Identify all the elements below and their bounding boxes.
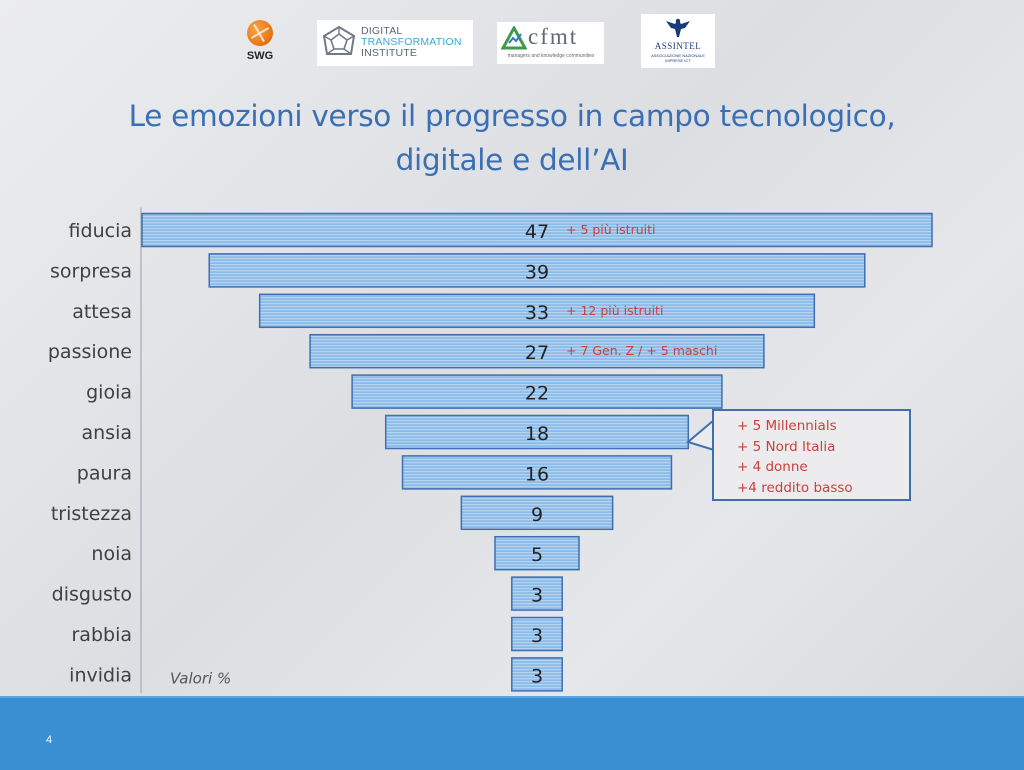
category-label-ansia: ansia	[81, 422, 132, 444]
value-label-noia: 5	[531, 544, 543, 566]
cfmt-triangle-icon	[501, 26, 527, 50]
assintel-logo-subtitle: ASSOCIAZIONE NAZIONALE IMPRESE ICT	[651, 53, 705, 63]
bar-attesa	[258, 293, 816, 329]
value-label-gioia: 22	[525, 383, 549, 405]
digital-transformation-institute-logo: DIGITAL TRANSFORMATION INSTITUTE	[317, 20, 473, 66]
ansia-callout-box: + 5 Millennials + 5 Nord Italia + 4 donn…	[712, 409, 911, 501]
value-label-paura: 16	[525, 463, 549, 485]
category-label-paura: paura	[77, 462, 132, 484]
footer-bar: 4	[0, 696, 1024, 770]
category-label-passione: passione	[48, 341, 132, 363]
category-label-noia: noia	[91, 543, 132, 565]
value-label-rabbia: 3	[531, 625, 543, 647]
annotation-passione: + 7 Gen. Z / + 5 maschi	[566, 343, 717, 358]
value-label-disgusto: 3	[531, 585, 543, 607]
bar-passione	[309, 333, 765, 369]
swg-logo: SWG	[240, 20, 280, 66]
bar-disgusto	[511, 576, 563, 611]
values-unit-note: Valori %	[170, 669, 231, 687]
dti-line3: INSTITUTE	[361, 47, 418, 59]
annotation-attesa: + 12 più istruiti	[566, 303, 663, 318]
value-label-passione: 27	[525, 342, 549, 364]
value-label-attesa: 33	[525, 302, 549, 324]
assintel-logo: ASSINTEL ASSOCIAZIONE NAZIONALE IMPRESE …	[641, 14, 715, 68]
bar-ansia	[384, 414, 690, 450]
bar-paura	[401, 455, 673, 490]
bar-sorpresa	[208, 253, 866, 288]
slide-title: Le emozioni verso il progresso in campo …	[0, 94, 1024, 182]
category-label-fiducia: fiducia	[69, 220, 132, 242]
category-label-gioia: gioia	[86, 382, 132, 404]
callout-line: + 5 Nord Italia	[737, 438, 836, 455]
category-label-attesa: attesa	[72, 301, 132, 323]
callout-pointer	[685, 419, 715, 451]
cfmt-logo-subtitle: managers and knowledge communities	[507, 53, 595, 59]
value-label-invidia: 3	[531, 665, 543, 687]
page-number: 4	[46, 734, 53, 746]
callout-line: +4 reddito basso	[737, 479, 853, 496]
value-label-sorpresa: 39	[525, 261, 549, 283]
value-label-fiducia: 47	[525, 221, 549, 243]
cfmt-logo: cfmt managers and knowledge communities	[497, 22, 604, 64]
dti-line2: TRANSFORMATION	[361, 36, 462, 48]
category-label-tristezza: tristezza	[51, 503, 132, 525]
value-label-tristezza: 9	[531, 504, 543, 526]
bar-rabbia	[511, 616, 563, 652]
dti-logo-text: DIGITAL TRANSFORMATION INSTITUTE	[361, 26, 462, 59]
category-label-disgusto: disgusto	[52, 584, 132, 606]
slide-title-line2: digitale e dell’AI	[395, 143, 629, 177]
swg-ball-icon	[247, 20, 273, 46]
annotation-fiducia: + 5 più istruiti	[566, 222, 655, 237]
category-label-rabbia: rabbia	[72, 624, 133, 646]
category-label-invidia: invidia	[69, 664, 132, 686]
slide-title-line1: Le emozioni verso il progresso in campo …	[128, 99, 896, 133]
dti-line1: DIGITAL	[361, 25, 403, 37]
value-label-ansia: 18	[525, 423, 549, 445]
dodecahedron-icon	[322, 25, 356, 55]
bar-fiducia	[141, 212, 933, 248]
bar-tristezza	[460, 495, 614, 531]
swg-logo-text: SWG	[246, 50, 274, 62]
assintel-logo-name: ASSINTEL	[654, 41, 702, 51]
bar-gioia	[351, 374, 723, 409]
category-label-sorpresa: sorpresa	[50, 260, 132, 282]
logo-strip: SWG DIGITAL TRANSFORMATION INSTITUTE cfm…	[0, 14, 1024, 70]
callout-line: + 4 donne	[737, 459, 808, 475]
callout-line: + 5 Millennials	[737, 418, 837, 434]
cfmt-logo-text: cfmt	[528, 24, 579, 49]
eagle-icon	[666, 18, 690, 37]
bar-invidia	[511, 657, 563, 692]
bar-noia	[494, 535, 580, 571]
bars-layer: 47fiducia39sorpresa33attesa27passione22g…	[48, 212, 933, 692]
